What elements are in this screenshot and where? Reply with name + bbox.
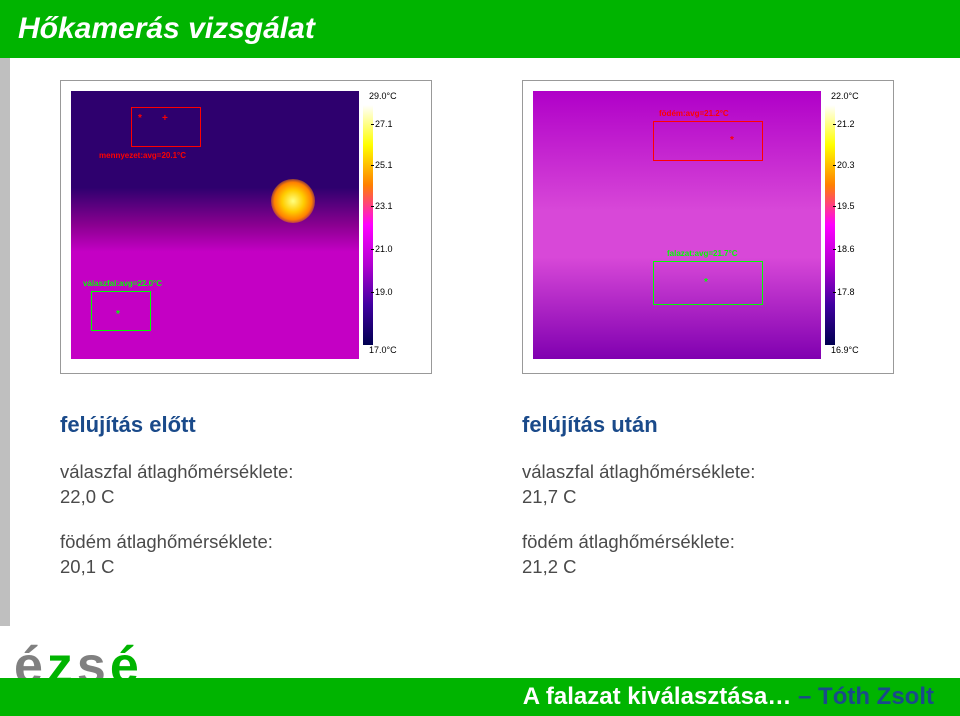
caption-before: felújítás előtt válaszfal átlaghőmérsékl… [60,412,432,600]
header-bar: Hőkamerás vizsgálat [0,0,960,58]
roi-mennyezet-label: mennyezet:avg=20.1°C [99,151,186,160]
tick: 20.3 [837,160,855,170]
footer-presenter: – Tóth Zsolt [791,683,934,710]
tick: 19.0 [375,287,393,297]
scale-max: 29.0°C [363,91,421,105]
tick: 27.1 [375,119,393,129]
thermal-row: * + mennyezet:avg=20.1°C * válaszfal:avg… [60,80,920,374]
scale-bar [825,105,835,345]
caption-line: födém átlaghőmérséklete: [522,531,735,552]
caption-line: 22,0 C [60,486,115,507]
roi-falazat: * [653,261,763,305]
scale-ticks: 21.2 20.3 19.5 18.6 17.8 [835,105,883,345]
tick: 21.2 [837,119,855,129]
footer-text: A falazat kiválasztása… – Tóth Zsolt [523,683,934,711]
roi-fodem: * [653,121,763,161]
side-stripe [0,58,10,626]
caption-text: válaszfal átlaghőmérséklete: 22,0 C [60,460,432,510]
caption-text: födém átlaghőmérséklete: 21,2 C [522,530,894,580]
caption-line: 20,1 C [60,556,115,577]
roi-mennyezet: * + [131,107,201,147]
scale-min: 16.9°C [825,345,883,359]
caption-line: födém átlaghőmérséklete: [60,531,273,552]
star-mark: * [116,310,120,320]
hot-spot [271,179,315,223]
caption-line: válaszfal átlaghőmérséklete: [60,461,293,482]
page-title: Hőkamerás vizsgálat [18,12,315,46]
color-scale-after: 22.0°C 21.2 20.3 19.5 18.6 17.8 16.9°C [825,91,883,359]
thermal-panel-before: * + mennyezet:avg=20.1°C * válaszfal:avg… [60,80,432,374]
caption-text: válaszfal átlaghőmérséklete: 21,7 C [522,460,894,510]
thermal-image-before: * + mennyezet:avg=20.1°C * válaszfal:avg… [71,91,359,359]
scale-min: 17.0°C [363,345,421,359]
roi-falazat-label: falazat:avg=21.7°C [667,249,738,258]
star-mark: * [138,114,142,124]
star-mark: * [730,136,734,146]
caption-heading-before: felújítás előtt [60,412,432,438]
caption-after: felújítás után válaszfal átlaghőmérsékle… [522,412,894,600]
caption-line: 21,2 C [522,556,577,577]
tick: 21.0 [375,244,393,254]
plus-mark: + [162,114,168,124]
tick: 17.8 [837,287,855,297]
roi-valaszfal: * [91,291,151,331]
caption-line: válaszfal átlaghőmérséklete: [522,461,755,482]
color-scale-before: 29.0°C 27.1 25.1 23.1 21.0 19.0 17.0°C [363,91,421,359]
tick: 19.5 [837,201,855,211]
footer-bar: A falazat kiválasztása… – Tóth Zsolt [0,678,960,716]
caption-heading-after: felújítás után [522,412,894,438]
thermal-panel-after: * födém:avg=21.2°C * falazat:avg=21.7°C … [522,80,894,374]
star-mark: * [704,278,708,288]
scale-bar [363,105,373,345]
scale-max: 22.0°C [825,91,883,105]
caption-line: 21,7 C [522,486,577,507]
scale-ticks: 27.1 25.1 23.1 21.0 19.0 [373,105,421,345]
roi-valaszfal-label: válaszfal:avg=22.0°C [83,279,162,288]
roi-fodem-label: födém:avg=21.2°C [659,109,729,118]
tick: 25.1 [375,160,393,170]
thermal-image-after: * födém:avg=21.2°C * falazat:avg=21.7°C [533,91,821,359]
footer-main: A falazat kiválasztása… [523,683,792,710]
tick: 18.6 [837,244,855,254]
caption-text: födém átlaghőmérséklete: 20,1 C [60,530,432,580]
captions-row: felújítás előtt válaszfal átlaghőmérsékl… [60,412,920,600]
tick: 23.1 [375,201,393,211]
